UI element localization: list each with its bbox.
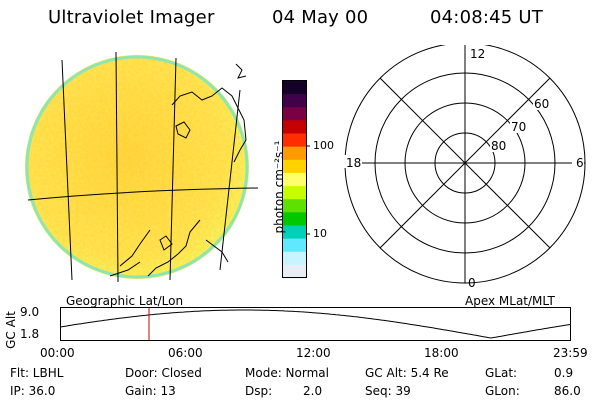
- altitude-ylabel: GC Alt: [3, 311, 18, 349]
- mlt-label-18: 18: [346, 156, 362, 170]
- mlt-label-6: 6: [576, 156, 584, 170]
- colorbar-band: [283, 94, 306, 108]
- colorbar-tick-100: 100: [313, 139, 334, 152]
- glat-label: GLat:: [485, 366, 518, 380]
- colorbar-band: [283, 186, 306, 200]
- colorbar-band: [283, 107, 306, 121]
- colorbar-band: [283, 251, 306, 266]
- mode-info: Mode: Normal: [245, 366, 329, 380]
- ip-info: IP: 36.0: [10, 384, 56, 398]
- gain-info: Gain: 13: [125, 384, 176, 398]
- x-tick-0000: 00:00: [40, 346, 75, 360]
- colorbar-band: [283, 264, 306, 279]
- colorbar-band: [283, 172, 306, 187]
- x-tick-1200: 12:00: [296, 346, 331, 360]
- apex-caption: Apex MLat/MLT: [465, 294, 555, 308]
- x-tick-0600: 06:00: [168, 346, 203, 360]
- glon-label: GLon:: [485, 384, 520, 398]
- dsp-label: Dsp:: [245, 384, 273, 398]
- colorbar-band: [283, 81, 306, 95]
- colorbar-band: [283, 120, 306, 135]
- earth-disk: [25, 55, 249, 279]
- date-label: 04 May 00: [272, 7, 369, 28]
- altitude-tick-1-8: 1.8: [20, 327, 40, 341]
- mlat-label-60: 60: [534, 97, 550, 111]
- glon-value: 86.0: [554, 384, 581, 398]
- colorbar-unit-label: photon cm⁻²s⁻¹: [272, 140, 286, 234]
- mlt-label-0: 0: [468, 276, 476, 290]
- mlat-label-70: 70: [511, 120, 527, 134]
- colorbar-band: [283, 238, 306, 253]
- altitude-plot: [60, 307, 571, 341]
- colorbar-band: [283, 199, 306, 213]
- colorbar-band: [283, 146, 306, 161]
- geographic-caption: Geographic Lat/Lon: [66, 294, 184, 308]
- gc-alt-info: GC Alt: 5.4 Re: [365, 366, 449, 380]
- altitude-tick-9: 9.0: [20, 305, 40, 319]
- filter-info: Flt: LBHL: [10, 366, 64, 380]
- colorbar-tick-10: 10: [313, 227, 327, 240]
- x-tick-1800: 18:00: [424, 346, 459, 360]
- dsp-value: 2.0: [303, 384, 323, 398]
- coastlines: [109, 63, 247, 277]
- mlat-label-80: 80: [491, 139, 507, 153]
- colorbar-band: [283, 225, 306, 240]
- polar-grid-panel: [344, 45, 586, 284]
- colorbar-band: [283, 133, 306, 148]
- colorbar: [282, 80, 310, 279]
- mlt-label-12: 12: [470, 47, 486, 61]
- seq-info: Seq: 39: [365, 384, 411, 398]
- time-label: 04:08:45 UT: [430, 7, 543, 28]
- colorbar-band: [283, 212, 306, 227]
- instrument-title: Ultraviolet Imager: [48, 7, 215, 28]
- colorbar-band: [283, 159, 306, 174]
- glat-value: 0.9: [554, 366, 574, 380]
- x-tick-2359: 23:59: [553, 346, 588, 360]
- door-info: Door: Closed: [125, 366, 202, 380]
